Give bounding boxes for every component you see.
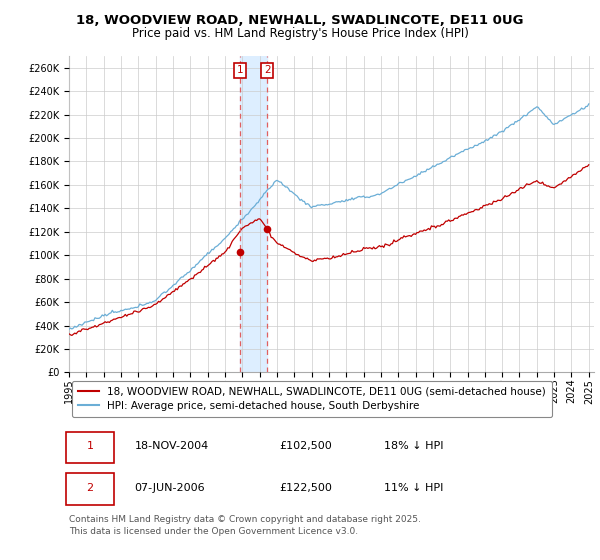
FancyBboxPatch shape <box>67 432 113 463</box>
Text: 1: 1 <box>86 441 94 451</box>
Text: 18, WOODVIEW ROAD, NEWHALL, SWADLINCOTE, DE11 0UG: 18, WOODVIEW ROAD, NEWHALL, SWADLINCOTE,… <box>76 14 524 27</box>
Text: Contains HM Land Registry data © Crown copyright and database right 2025.
This d: Contains HM Land Registry data © Crown c… <box>69 515 421 536</box>
Text: £122,500: £122,500 <box>279 483 332 493</box>
Text: £102,500: £102,500 <box>279 441 332 451</box>
Text: 18% ↓ HPI: 18% ↓ HPI <box>384 441 443 451</box>
Text: 07-JUN-2006: 07-JUN-2006 <box>134 483 205 493</box>
Legend: 18, WOODVIEW ROAD, NEWHALL, SWADLINCOTE, DE11 0UG (semi-detached house), HPI: Av: 18, WOODVIEW ROAD, NEWHALL, SWADLINCOTE,… <box>71 381 552 417</box>
Text: 11% ↓ HPI: 11% ↓ HPI <box>384 483 443 493</box>
Text: 2: 2 <box>86 483 94 493</box>
Text: Price paid vs. HM Land Registry's House Price Index (HPI): Price paid vs. HM Land Registry's House … <box>131 27 469 40</box>
Text: 18-NOV-2004: 18-NOV-2004 <box>134 441 209 451</box>
Text: 1: 1 <box>237 66 244 76</box>
Bar <box>240 56 267 372</box>
Text: 2: 2 <box>264 66 271 76</box>
FancyBboxPatch shape <box>67 473 113 505</box>
